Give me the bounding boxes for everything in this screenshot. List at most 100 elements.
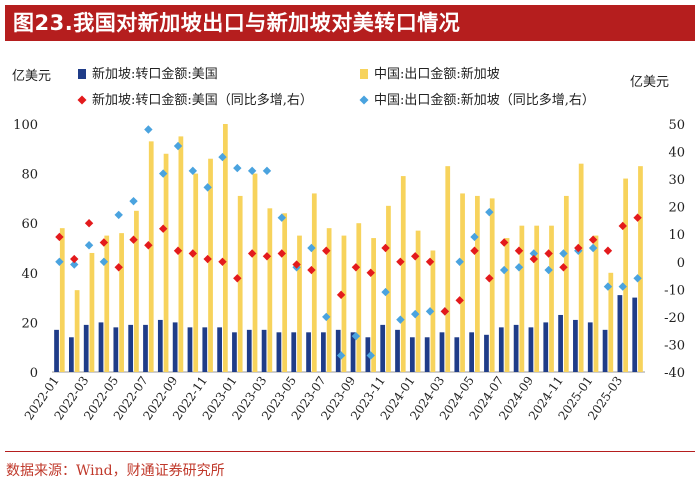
bar-china-export-sg — [148, 141, 154, 372]
marker-reexport-us-yoy — [158, 224, 168, 233]
legend-label: 新加坡:转口金额:美国 — [92, 66, 218, 82]
bar-reexport-us — [587, 322, 593, 372]
marker-reexport-us-yoy — [188, 249, 198, 258]
marker-reexport-us-yoy — [351, 263, 361, 272]
bar-reexport-us — [54, 329, 59, 372]
y-left-axis-label: 亿美元 — [12, 69, 51, 84]
marker-china-export-yoy — [633, 274, 642, 283]
marker-reexport-us-yoy — [529, 254, 539, 264]
marker-china-export-yoy — [247, 166, 257, 176]
marker-reexport-us-yoy — [425, 257, 435, 266]
bar-reexport-us — [143, 324, 148, 372]
bar-reexport-us — [543, 322, 549, 372]
bar-reexport-us — [350, 332, 356, 372]
marker-china-export-yoy — [351, 331, 361, 341]
marker-reexport-us-yoy — [455, 296, 464, 305]
marker-reexport-us-yoy — [173, 246, 183, 255]
bar-china-export-sg — [460, 193, 465, 372]
bar-reexport-us — [291, 332, 297, 372]
bar-reexport-us — [83, 324, 89, 372]
marker-china-export-yoy — [114, 210, 123, 220]
bar-china-export-sg — [445, 166, 451, 372]
marker-reexport-us-yoy — [633, 213, 642, 222]
bar-reexport-us — [68, 337, 74, 372]
marker-reexport-us-yoy — [247, 249, 257, 258]
y-right-tick-label: 30 — [668, 173, 685, 188]
marker-china-export-yoy — [603, 282, 613, 291]
marker-china-export-yoy — [84, 241, 94, 250]
bar-china-export-sg — [178, 136, 184, 372]
legend-swatch — [360, 69, 368, 79]
bar-reexport-us — [335, 329, 341, 372]
bar-china-export-sg — [297, 235, 302, 372]
marker-reexport-us-yoy — [485, 274, 494, 283]
y-right-tick-label: 40 — [668, 146, 685, 161]
bar-china-export-sg — [504, 238, 510, 372]
marker-china-export-yoy — [366, 351, 375, 360]
bar-reexport-us — [573, 319, 578, 372]
bar-china-export-sg — [119, 233, 124, 372]
y-right-tick-label: -30 — [664, 338, 685, 353]
bar-china-export-sg — [59, 228, 65, 372]
marker-reexport-us-yoy — [411, 252, 420, 261]
bar-reexport-us — [98, 322, 104, 372]
marker-china-export-yoy — [411, 309, 420, 319]
bar-china-export-sg — [104, 235, 110, 372]
bar-reexport-us — [380, 324, 386, 372]
marker-china-export-yoy — [485, 207, 494, 217]
marker-reexport-us-yoy — [277, 249, 286, 258]
marker-series — [55, 125, 642, 360]
bar-reexport-us — [558, 314, 563, 372]
bar-china-export-sg — [356, 223, 362, 372]
bar-china-export-sg — [237, 195, 243, 372]
marker-china-export-yoy — [144, 125, 153, 134]
y-left-tick-label: 60 — [21, 217, 38, 232]
marker-china-export-yoy — [70, 260, 79, 269]
bar-china-export-sg — [519, 225, 525, 372]
marker-china-export-yoy — [322, 312, 331, 322]
legend-label: 新加坡:转口金额:美国（同比多增,右） — [92, 92, 313, 108]
marker-reexport-us-yoy — [544, 249, 553, 258]
bar-reexport-us — [113, 327, 119, 372]
marker-reexport-us-yoy — [322, 246, 331, 255]
marker-china-export-yoy — [425, 307, 435, 316]
bar-reexport-us — [617, 295, 623, 372]
bar-china-export-sg — [74, 290, 80, 372]
marker-china-export-yoy — [381, 287, 390, 297]
bar-reexport-us — [454, 337, 460, 372]
marker-china-export-yoy — [559, 249, 568, 258]
marker-china-export-yoy — [262, 166, 272, 176]
marker-china-export-yoy — [499, 265, 509, 275]
bar-reexport-us — [632, 297, 638, 372]
bar-reexport-us — [128, 324, 134, 372]
y-left-tick-label: 80 — [21, 168, 38, 183]
bar-china-export-sg — [326, 228, 332, 372]
bar-reexport-us — [246, 329, 252, 372]
marker-reexport-us-yoy — [203, 254, 212, 264]
y-right-tick-label: 10 — [668, 228, 685, 243]
marker-reexport-us-yoy — [218, 257, 227, 266]
bar-reexport-us — [409, 337, 415, 372]
marker-reexport-us-yoy — [381, 243, 390, 253]
source-divider — [5, 451, 695, 452]
marker-reexport-us-yoy — [574, 243, 583, 253]
marker-china-export-yoy — [158, 169, 168, 178]
bar-china-export-sg — [282, 213, 288, 372]
marker-china-export-yoy — [173, 141, 183, 151]
y-right-tick-label: -10 — [664, 283, 685, 298]
bar-reexport-us — [187, 327, 193, 372]
bar-china-export-sg — [623, 178, 629, 372]
bar-reexport-us — [528, 327, 534, 372]
marker-reexport-us-yoy — [559, 263, 568, 272]
marker-reexport-us-yoy — [603, 246, 613, 255]
bar-china-export-sg — [534, 225, 540, 372]
bar-china-export-sg — [371, 238, 376, 372]
bar-china-export-sg — [163, 153, 169, 372]
marker-reexport-us-yoy — [144, 241, 153, 250]
bar-china-export-sg — [638, 166, 643, 372]
marker-reexport-us-yoy — [366, 268, 375, 277]
bar-reexport-us — [217, 327, 222, 372]
marker-reexport-us-yoy — [262, 252, 272, 261]
y-right-tick-label: -40 — [664, 366, 685, 381]
